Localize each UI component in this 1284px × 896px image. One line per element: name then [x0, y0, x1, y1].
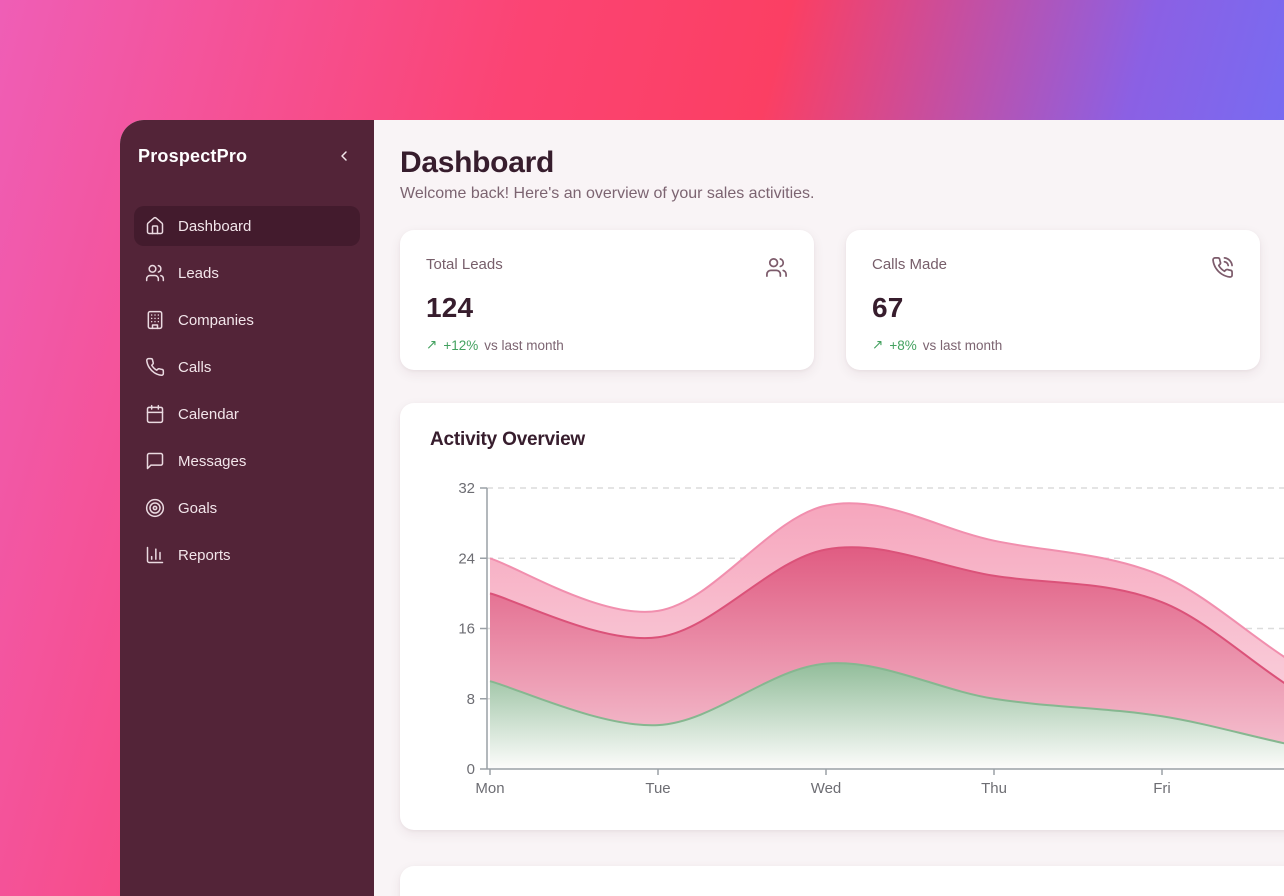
- sidebar-item-companies[interactable]: Companies: [134, 300, 360, 340]
- main-content: Dashboard Welcome back! Here's an overvi…: [374, 120, 1284, 896]
- svg-text:32: 32: [458, 480, 475, 497]
- building-icon: [145, 310, 165, 330]
- stats-row: Total Leads 124 ↗ +12% vs last month Cal…: [400, 230, 1284, 370]
- sidebar-item-label: Reports: [178, 546, 231, 564]
- svg-text:16: 16: [458, 621, 475, 638]
- stat-trend: ↗ +8% vs last month: [872, 337, 1234, 353]
- message-square-icon: [145, 451, 165, 471]
- stat-value: 124: [426, 292, 474, 323]
- svg-text:0: 0: [467, 761, 475, 778]
- users-icon: [145, 263, 165, 283]
- stat-card-total-leads: Total Leads 124 ↗ +12% vs last month: [400, 230, 814, 370]
- svg-text:Thu: Thu: [981, 780, 1007, 797]
- stat-value: 67: [872, 292, 904, 323]
- users-icon: [765, 256, 788, 284]
- stat-card-calls-made: Calls Made 67 ↗ +8% vs last month: [846, 230, 1260, 370]
- activity-overview-title: Activity Overview: [430, 429, 586, 450]
- stat-trend: ↗ +12% vs last month: [426, 337, 788, 353]
- activity-overview-card: Activity Overview 0 8 16 24 32 Mon Tue Wed Thu Fr…: [400, 403, 1284, 830]
- svg-text:8: 8: [467, 691, 475, 708]
- sidebar-nav: Dashboard Leads Companies Calls Calendar…: [134, 206, 360, 575]
- sidebar-collapse-button[interactable]: [332, 144, 356, 168]
- sidebar-item-label: Companies: [178, 311, 254, 329]
- home-icon: [145, 216, 165, 236]
- stat-label: Calls Made: [872, 256, 948, 273]
- sidebar-item-label: Calendar: [178, 405, 239, 423]
- trend-percent: +8%: [889, 337, 917, 353]
- calendar-icon: [145, 404, 165, 424]
- sidebar-item-leads[interactable]: Leads: [134, 253, 360, 293]
- sidebar-item-label: Messages: [178, 452, 247, 470]
- sidebar-item-messages[interactable]: Messages: [134, 441, 360, 481]
- svg-text:Fri: Fri: [1153, 780, 1171, 797]
- stat-label: Total Leads: [426, 256, 503, 273]
- activity-chart-svg: 08162432MonTueWedThuFriSatSun: [458, 480, 1284, 797]
- svg-text:Tue: Tue: [645, 780, 670, 797]
- sidebar-item-dashboard[interactable]: Dashboard: [134, 206, 360, 246]
- trend-note: vs last month: [922, 337, 1003, 353]
- sidebar-header: ProspectPro: [134, 144, 360, 168]
- app-window: ProspectPro Dashboard Leads Companies Ca…: [120, 120, 1284, 896]
- sidebar-item-reports[interactable]: Reports: [134, 535, 360, 575]
- trend-note: vs last month: [484, 337, 564, 353]
- sidebar-item-label: Dashboard: [178, 217, 252, 235]
- svg-text:Wed: Wed: [811, 780, 842, 797]
- bottom-card-clipped: [400, 866, 1284, 896]
- sidebar-item-label: Leads: [178, 264, 219, 282]
- trend-up-arrow-icon: ↗: [426, 337, 438, 352]
- sidebar-item-calls[interactable]: Calls: [134, 347, 360, 387]
- sidebar-item-calendar[interactable]: Calendar: [134, 394, 360, 434]
- target-icon: [145, 498, 165, 518]
- page-subtitle: Welcome back! Here's an overview of your…: [400, 185, 815, 202]
- sidebar-item-label: Goals: [178, 499, 218, 517]
- svg-text:Mon: Mon: [475, 780, 504, 797]
- sidebar: ProspectPro Dashboard Leads Companies Ca…: [120, 120, 374, 896]
- app-title: ProspectPro: [138, 145, 248, 166]
- trend-percent: +12%: [443, 337, 479, 353]
- svg-text:24: 24: [458, 550, 475, 567]
- page-title: Dashboard: [400, 146, 554, 179]
- chart-column-icon: [145, 545, 165, 565]
- phone-icon: [145, 357, 165, 377]
- chevron-left-icon: [341, 151, 347, 161]
- sidebar-item-goals[interactable]: Goals: [134, 488, 360, 528]
- phone-call-icon: [1211, 256, 1234, 284]
- trend-up-arrow-icon: ↗: [872, 337, 884, 352]
- sidebar-item-label: Calls: [178, 358, 212, 376]
